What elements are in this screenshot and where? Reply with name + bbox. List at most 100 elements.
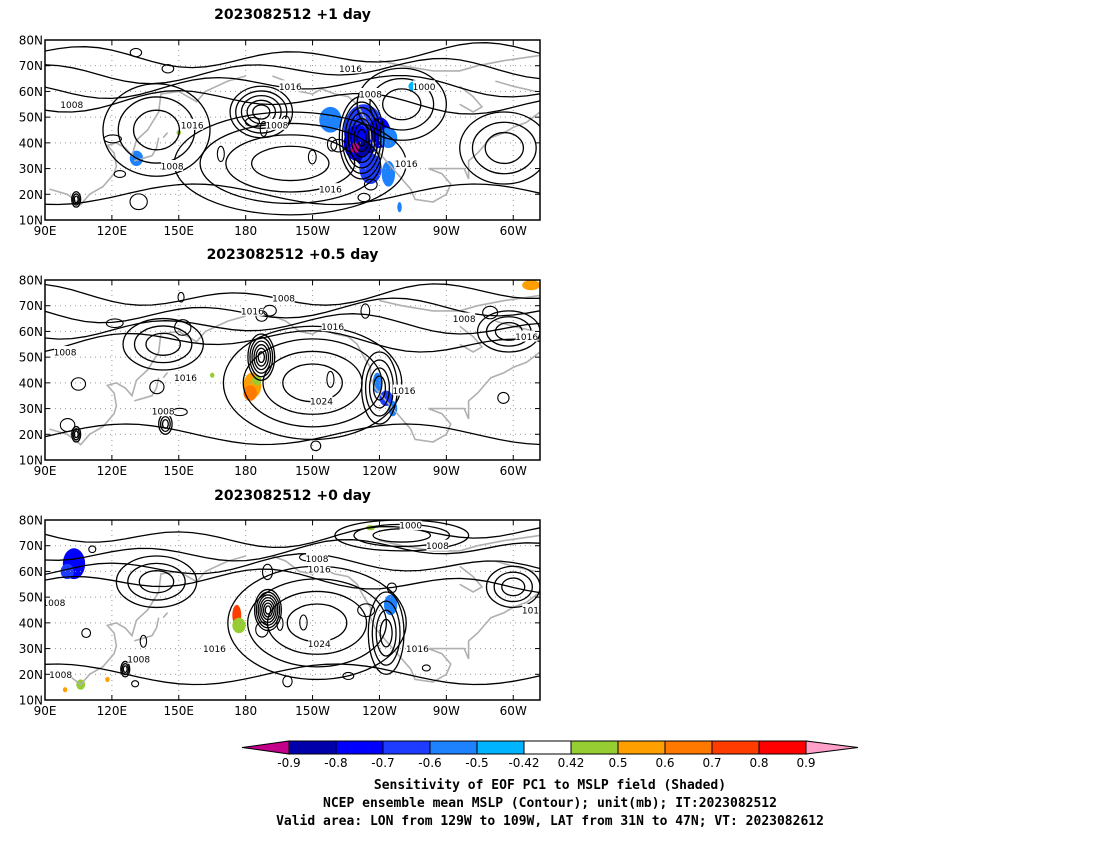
map-frame (44, 279, 541, 461)
map-panel-1: 1016 1016 1000 1008 1008 1016 1008 1008 1016 1016… (19, 34, 541, 238)
contour-label-bg (339, 62, 362, 74)
isobar-contour (330, 138, 347, 153)
isobar-contour (45, 183, 540, 206)
isobar-contour (149, 379, 165, 395)
coastline (379, 534, 540, 552)
contour-label-bg (241, 304, 264, 316)
isobar-contour (344, 106, 379, 169)
contour-label: 1016 (308, 565, 331, 575)
coastline (379, 54, 540, 72)
isobar-contour (347, 112, 376, 164)
panel-title-1: 2023082512 +1 day (214, 7, 371, 23)
latitude-label: 30N (19, 162, 43, 176)
longitude-label: 180 (234, 224, 257, 238)
isobar-contour (45, 297, 540, 324)
isobar-contour (276, 616, 284, 631)
isobar-contour (253, 344, 270, 371)
latitude-label: 10N (19, 454, 43, 468)
latitude-label: 40N (19, 136, 43, 150)
longitude-label: 60W (500, 704, 527, 718)
isobar-contour (72, 428, 81, 441)
longitude-label: 150E (164, 704, 195, 718)
coastline (133, 377, 160, 402)
isobar-contour (379, 618, 393, 648)
sensitivity-shading (397, 202, 402, 213)
isobar-contour (482, 305, 499, 320)
longitude-label: 150E (164, 224, 195, 238)
isobar-contour (257, 351, 266, 364)
contour-label-bg (152, 405, 175, 417)
sensitivity-shading (105, 676, 110, 683)
isobar-contour (310, 440, 322, 452)
map-frame (44, 39, 541, 221)
latitude-label: 50N (19, 111, 43, 125)
contour-label: 1016 (319, 186, 342, 196)
isobar-contour (216, 145, 225, 163)
contour-label: 1016 (515, 333, 538, 343)
isobar-contour (299, 614, 308, 631)
colorbar-label: -0.5 (465, 756, 488, 770)
isobar-contour (131, 680, 140, 688)
isobar-contour (264, 605, 272, 615)
latitude-label: 50N (19, 351, 43, 365)
colorbar-box (758, 740, 807, 755)
isobar-contour (497, 391, 510, 404)
isobar-contour (381, 88, 422, 121)
contour-label: 1024 (308, 640, 331, 650)
longitude-label: 90E (34, 464, 57, 478)
isobar-contour (174, 319, 192, 336)
contour-label: 1008 (54, 349, 77, 359)
isobar-contour (266, 590, 368, 655)
contour-label: 1008 (42, 599, 65, 609)
isobar-contour (45, 89, 540, 115)
caption-line-3: Valid area: LON from 129W to 109W, LAT f… (276, 814, 824, 829)
isobar-contour (177, 291, 185, 303)
longitude-label: 120E (97, 704, 128, 718)
colorbar-label: -0.9 (277, 756, 300, 770)
contour-label-bg (310, 394, 333, 406)
isobar-contour (70, 377, 87, 391)
isobar-contour (247, 333, 276, 381)
contour-label: 1008 (161, 163, 184, 173)
isobar-contour (375, 609, 397, 657)
colorbar-box (617, 740, 666, 755)
isobar-contour (129, 47, 143, 58)
latitude-label: 50N (19, 591, 43, 605)
isobar-contour (115, 555, 198, 609)
contour-label: 1016 (174, 374, 197, 384)
contour-label-bg (49, 668, 72, 680)
isobar-contour (261, 563, 274, 581)
longitude-label: 90E (34, 704, 57, 718)
contour-label: 1008 (306, 555, 329, 565)
coastline (162, 612, 169, 619)
contour-label: 1000 (413, 83, 436, 93)
isobar-contour (132, 109, 181, 151)
coastline (49, 555, 246, 686)
contour-label-bg (181, 118, 204, 130)
sensitivity-shading (210, 372, 215, 378)
isobar-contour (45, 423, 540, 446)
contour-label-bg (45, 596, 65, 608)
isobar-contour (353, 123, 370, 153)
isobar-contour (227, 565, 407, 681)
coastline (133, 137, 160, 162)
isobar-contour (371, 600, 401, 666)
longitude-label: 120E (97, 224, 128, 238)
sensitivity-shading (232, 617, 246, 634)
isobar-contour (356, 67, 448, 141)
isobar-contour (103, 134, 122, 144)
coastline (49, 75, 246, 206)
isobar-contour (421, 664, 431, 672)
isobar-contour (45, 539, 540, 562)
isobar-contour (88, 545, 97, 554)
isobar-contour (81, 627, 92, 639)
contour-label: 1016 (321, 323, 344, 333)
isobar-contour (222, 325, 403, 441)
longitude-label: 150E (164, 464, 195, 478)
isobar-contour (356, 128, 367, 147)
isobar-contour (45, 329, 540, 353)
contour-label-bg (392, 384, 415, 396)
latitude-label: 70N (19, 59, 43, 73)
isobar-contour (244, 117, 261, 127)
